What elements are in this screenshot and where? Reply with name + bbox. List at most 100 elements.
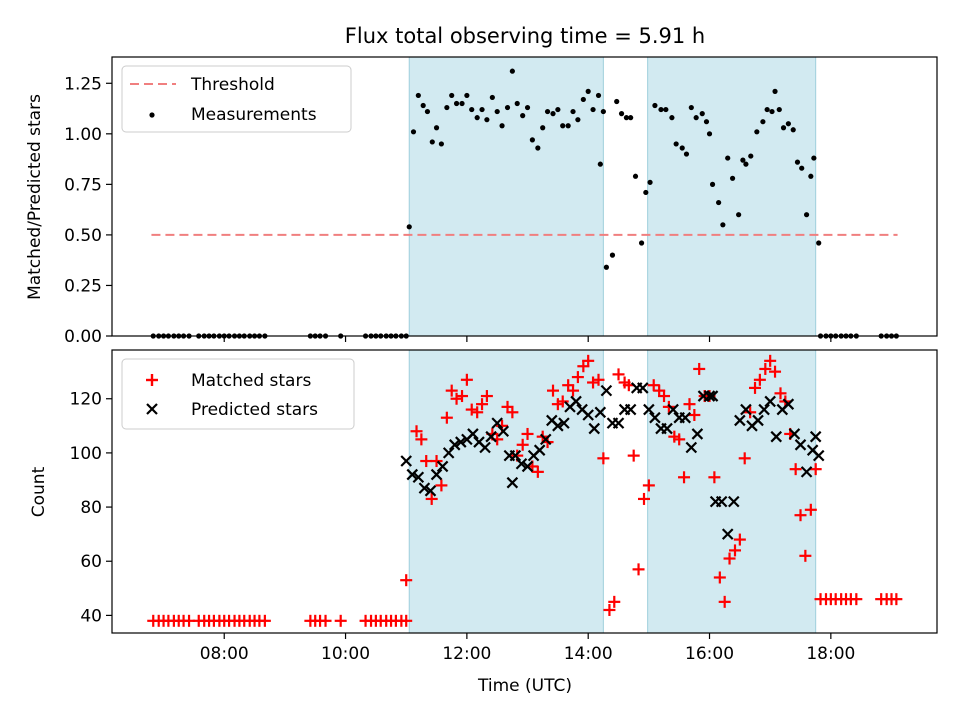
matched-star-point — [799, 549, 812, 562]
bottom-ytick-label: 80 — [80, 498, 102, 518]
matched-star-point — [400, 614, 413, 627]
observing-window-span — [647, 56, 817, 337]
chart-title: Flux total observing time = 5.91 h — [345, 24, 705, 48]
matched-star-point — [592, 373, 605, 386]
xtick-label: 14:00 — [564, 644, 613, 664]
measurement-point — [479, 106, 485, 113]
matched-star-point — [556, 395, 569, 408]
measurement-point — [794, 159, 801, 165]
matched-star-point — [809, 463, 822, 476]
top-legend: Threshold Measurements — [121, 65, 352, 133]
measurement-point — [560, 123, 566, 129]
measurement-point — [683, 151, 690, 157]
predicted-star-point — [582, 409, 594, 421]
predicted-star-point — [455, 436, 467, 448]
matched-star-point — [460, 373, 473, 386]
measurement-point — [720, 222, 726, 228]
measurement-point — [433, 125, 440, 131]
top-legend-box — [121, 65, 352, 133]
measurement-point — [529, 137, 535, 143]
measurement-point — [444, 104, 450, 111]
measurement-point — [709, 181, 716, 187]
matched-star-point — [430, 455, 443, 468]
matched-star-point — [688, 408, 701, 421]
bottom-plot-frame — [111, 349, 938, 634]
predicted-star-point — [794, 439, 807, 451]
matched-star-point — [738, 452, 751, 465]
matched-star-point — [658, 390, 671, 403]
predicted-star-point — [612, 417, 625, 429]
matched-star-point — [506, 406, 519, 419]
predicted-star-point — [764, 395, 776, 408]
measurement-point — [706, 131, 713, 137]
measurement-point — [816, 240, 822, 246]
observing-window-span — [408, 349, 604, 634]
matched-star-point — [804, 503, 817, 516]
measurement-point — [429, 139, 435, 145]
legend-measurements-label: Measurements — [191, 105, 317, 125]
measurement-point — [743, 161, 749, 167]
matched-star-point — [728, 544, 741, 557]
measurement-point — [474, 115, 480, 121]
matched-star-point — [531, 465, 544, 478]
predicted-star-point — [661, 422, 673, 435]
bottom-ytick-label: 120 — [70, 390, 102, 410]
measurement-point — [595, 92, 602, 99]
predicted-star-point — [703, 390, 716, 402]
measurement-point — [453, 100, 460, 107]
matched-star-point — [627, 449, 640, 462]
measurement-point — [663, 106, 669, 113]
measurement-point — [647, 179, 653, 185]
matched-star-point — [410, 425, 423, 438]
matched-star-point — [632, 563, 645, 576]
measurement-point — [469, 106, 475, 113]
predicted-star-point — [588, 422, 601, 435]
predicted-star-point — [706, 390, 719, 402]
measurement-point — [760, 119, 766, 125]
predicted-star-point — [570, 395, 582, 408]
measurement-point — [803, 212, 810, 218]
matched-star-point — [764, 354, 777, 367]
matched-star-point — [638, 492, 651, 505]
measurement-point — [748, 153, 754, 159]
predicted-star-point — [479, 441, 491, 454]
measurement-point — [520, 113, 526, 119]
legend-threshold-label: Threshold — [190, 75, 275, 95]
bottom-y-axis-label: Count — [29, 466, 49, 517]
predicted-star-point — [624, 403, 637, 416]
bottom-ytick-label: 60 — [80, 552, 102, 572]
measurement-point — [808, 173, 814, 179]
predicted-star-point — [649, 411, 661, 424]
measurement-point — [643, 189, 649, 196]
legend-predicted-label: Predicted stars — [191, 400, 318, 420]
predicted-star-point — [715, 495, 728, 508]
bottom-legend-box — [121, 358, 355, 430]
measurement-point — [673, 141, 679, 147]
legend-predicted-swatch — [146, 403, 158, 415]
measurement-point — [609, 252, 616, 258]
matched-star-point — [789, 463, 802, 476]
matched-star-point — [415, 433, 428, 446]
measurement-point — [699, 111, 705, 117]
measurement-point — [693, 115, 699, 121]
matched-star-point — [774, 387, 787, 400]
matched-star-point — [890, 593, 903, 606]
measurement-point — [406, 224, 412, 230]
predicted-star-point — [436, 460, 449, 473]
predicted-star-point — [424, 485, 437, 497]
predicted-star-point — [448, 439, 461, 451]
matched-star-point — [749, 381, 762, 394]
matched-star-point — [420, 455, 433, 468]
predicted-star-point — [485, 430, 497, 443]
matched-star-point — [516, 438, 529, 451]
bottom-panel: 40 60 80 100 120 08:00 10:00 12:00 14:00 16:00 18… — [29, 349, 938, 696]
predicted-star-point — [812, 449, 825, 462]
measurement-point — [623, 115, 630, 121]
matched-star-point — [319, 614, 332, 627]
measurement-point — [424, 108, 431, 115]
predicted-star-point — [552, 420, 564, 432]
predicted-star-point — [594, 406, 607, 419]
measurement-point — [776, 106, 782, 113]
measurement-point — [565, 123, 571, 129]
measurement-point — [790, 127, 796, 133]
